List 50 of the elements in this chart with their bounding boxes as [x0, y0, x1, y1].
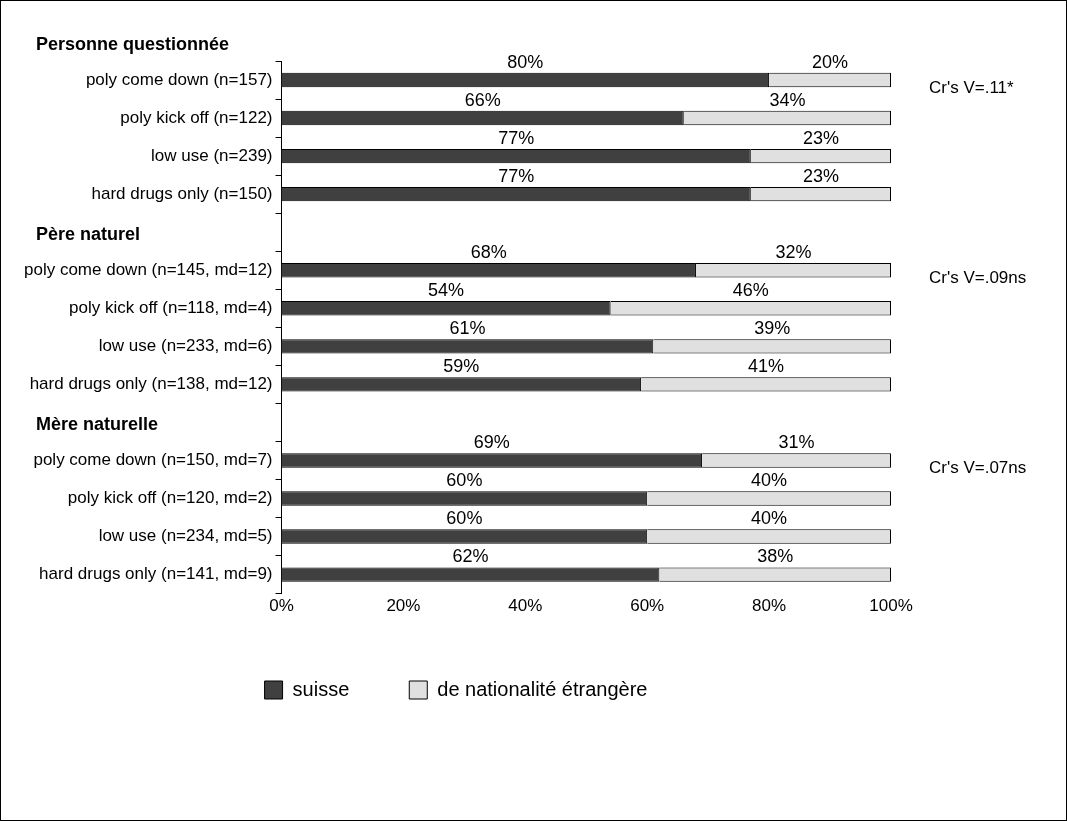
data-label: 46% — [732, 280, 769, 301]
data-label: 60% — [446, 508, 483, 529]
x-tick-label: 20% — [386, 596, 421, 616]
y-tick-label: poly come down (n=145, md=12) — [23, 259, 273, 279]
y-tick-label: low use (n=233, md=6) — [98, 336, 273, 356]
data-label: 77% — [498, 165, 535, 186]
x-tick-label: 80% — [752, 596, 787, 616]
y-tick-label: hard drugs only (n=150) — [91, 183, 273, 203]
data-label: 59% — [443, 356, 480, 377]
y-tick-label: low use (n=234, md=5) — [98, 526, 273, 546]
data-label: 80% — [507, 51, 544, 72]
x-tick-label: 0% — [269, 596, 294, 616]
data-label: 23% — [802, 165, 839, 186]
data-label: 68% — [470, 242, 507, 263]
data-label: 23% — [802, 127, 839, 148]
data-label: 61% — [449, 318, 486, 339]
data-label: 66% — [464, 89, 501, 110]
data-label: 34% — [769, 89, 806, 110]
y-tick-label: hard drugs only (n=141, md=9) — [39, 564, 273, 584]
x-tick-label: 100% — [869, 596, 913, 616]
y-tick-label: poly come down (n=157) — [85, 69, 273, 89]
data-label: 41% — [748, 356, 785, 377]
text: Mère naturelle — [36, 414, 159, 435]
y-tick-label: poly kick off (n=122) — [120, 107, 273, 127]
y-tick-label: poly come down (n=150, md=7) — [33, 450, 273, 470]
data-label: 32% — [775, 242, 812, 263]
data-label: 31% — [778, 432, 815, 453]
y-tick-label: poly kick off (n=118, md=4) — [69, 297, 273, 317]
text: Cr's V=.11* — [929, 77, 1015, 97]
data-label: 77% — [498, 127, 535, 148]
data-label: 40% — [751, 470, 788, 491]
data-label: 39% — [754, 318, 791, 339]
text: Cr's V=.09ns — [929, 267, 1027, 287]
text: Cr's V=.07ns — [929, 458, 1027, 478]
data-label: 20% — [812, 51, 849, 72]
data-label: 40% — [751, 508, 788, 529]
data-label: 69% — [473, 432, 510, 453]
legend-label: de nationalité étrangère — [437, 677, 648, 700]
text: Père naturel — [36, 224, 141, 245]
data-label: 54% — [428, 280, 465, 301]
data-label: 62% — [452, 546, 489, 567]
y-tick-label: hard drugs only (n=138, md=12) — [29, 374, 273, 394]
x-tick-label: 60% — [630, 596, 665, 616]
legend-label: suisse — [292, 677, 350, 700]
y-tick-label: poly kick off (n=120, md=2) — [67, 488, 273, 508]
y-tick-label: low use (n=239) — [151, 145, 273, 165]
x-tick-label: 40% — [508, 596, 543, 616]
text: Personne questionnée — [36, 33, 230, 54]
data-label: 38% — [757, 546, 794, 567]
data-label: 60% — [446, 470, 483, 491]
